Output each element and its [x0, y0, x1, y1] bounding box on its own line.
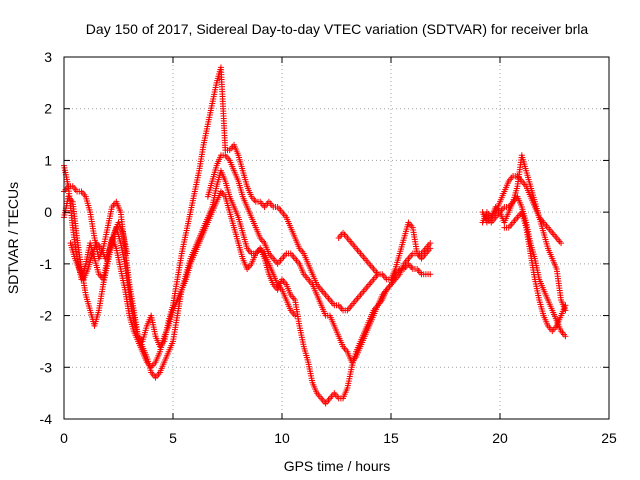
- y-tick-label: -1: [40, 256, 53, 272]
- grid-layer: [64, 57, 609, 419]
- y-tick-label: -2: [40, 308, 53, 324]
- y-tick-label: -4: [40, 411, 53, 427]
- data-point-marker: [427, 271, 434, 278]
- chart-title: Day 150 of 2017, Sidereal Day-to-day VTE…: [86, 21, 589, 37]
- data-point-marker: [427, 240, 434, 247]
- data-point-marker: [562, 333, 569, 340]
- x-axis-label: GPS time / hours: [284, 458, 391, 474]
- series-arc-9: [501, 209, 569, 335]
- data-point-marker: [427, 245, 434, 252]
- y-tick-label: 2: [44, 101, 52, 117]
- x-tick-label: 15: [383, 430, 399, 446]
- x-tick-label: 5: [169, 430, 177, 446]
- series-arc-5: [335, 219, 434, 283]
- y-tick-label: 3: [44, 49, 52, 65]
- x-tick-label: 10: [274, 430, 290, 446]
- x-tick-label: 0: [60, 430, 68, 446]
- y-tick-label: -3: [40, 359, 53, 375]
- data-point-marker: [562, 302, 569, 309]
- data-point-marker: [558, 240, 565, 247]
- y-tick-label: 1: [44, 152, 52, 168]
- marks-layer: [61, 64, 569, 407]
- y-axis-label: SDTVAR / TECUs: [5, 182, 21, 294]
- y-tick-label: 0: [44, 204, 52, 220]
- data-point-marker: [124, 250, 131, 257]
- plot-frame: [63, 56, 610, 420]
- series-arc-3: [61, 64, 381, 350]
- x-tick-label: 20: [492, 430, 508, 446]
- ticks-layer: 0 5 10 15 20 25 -4 -3 -2 -1 0 1 2 3: [40, 49, 617, 446]
- x-tick-label: 25: [601, 430, 617, 446]
